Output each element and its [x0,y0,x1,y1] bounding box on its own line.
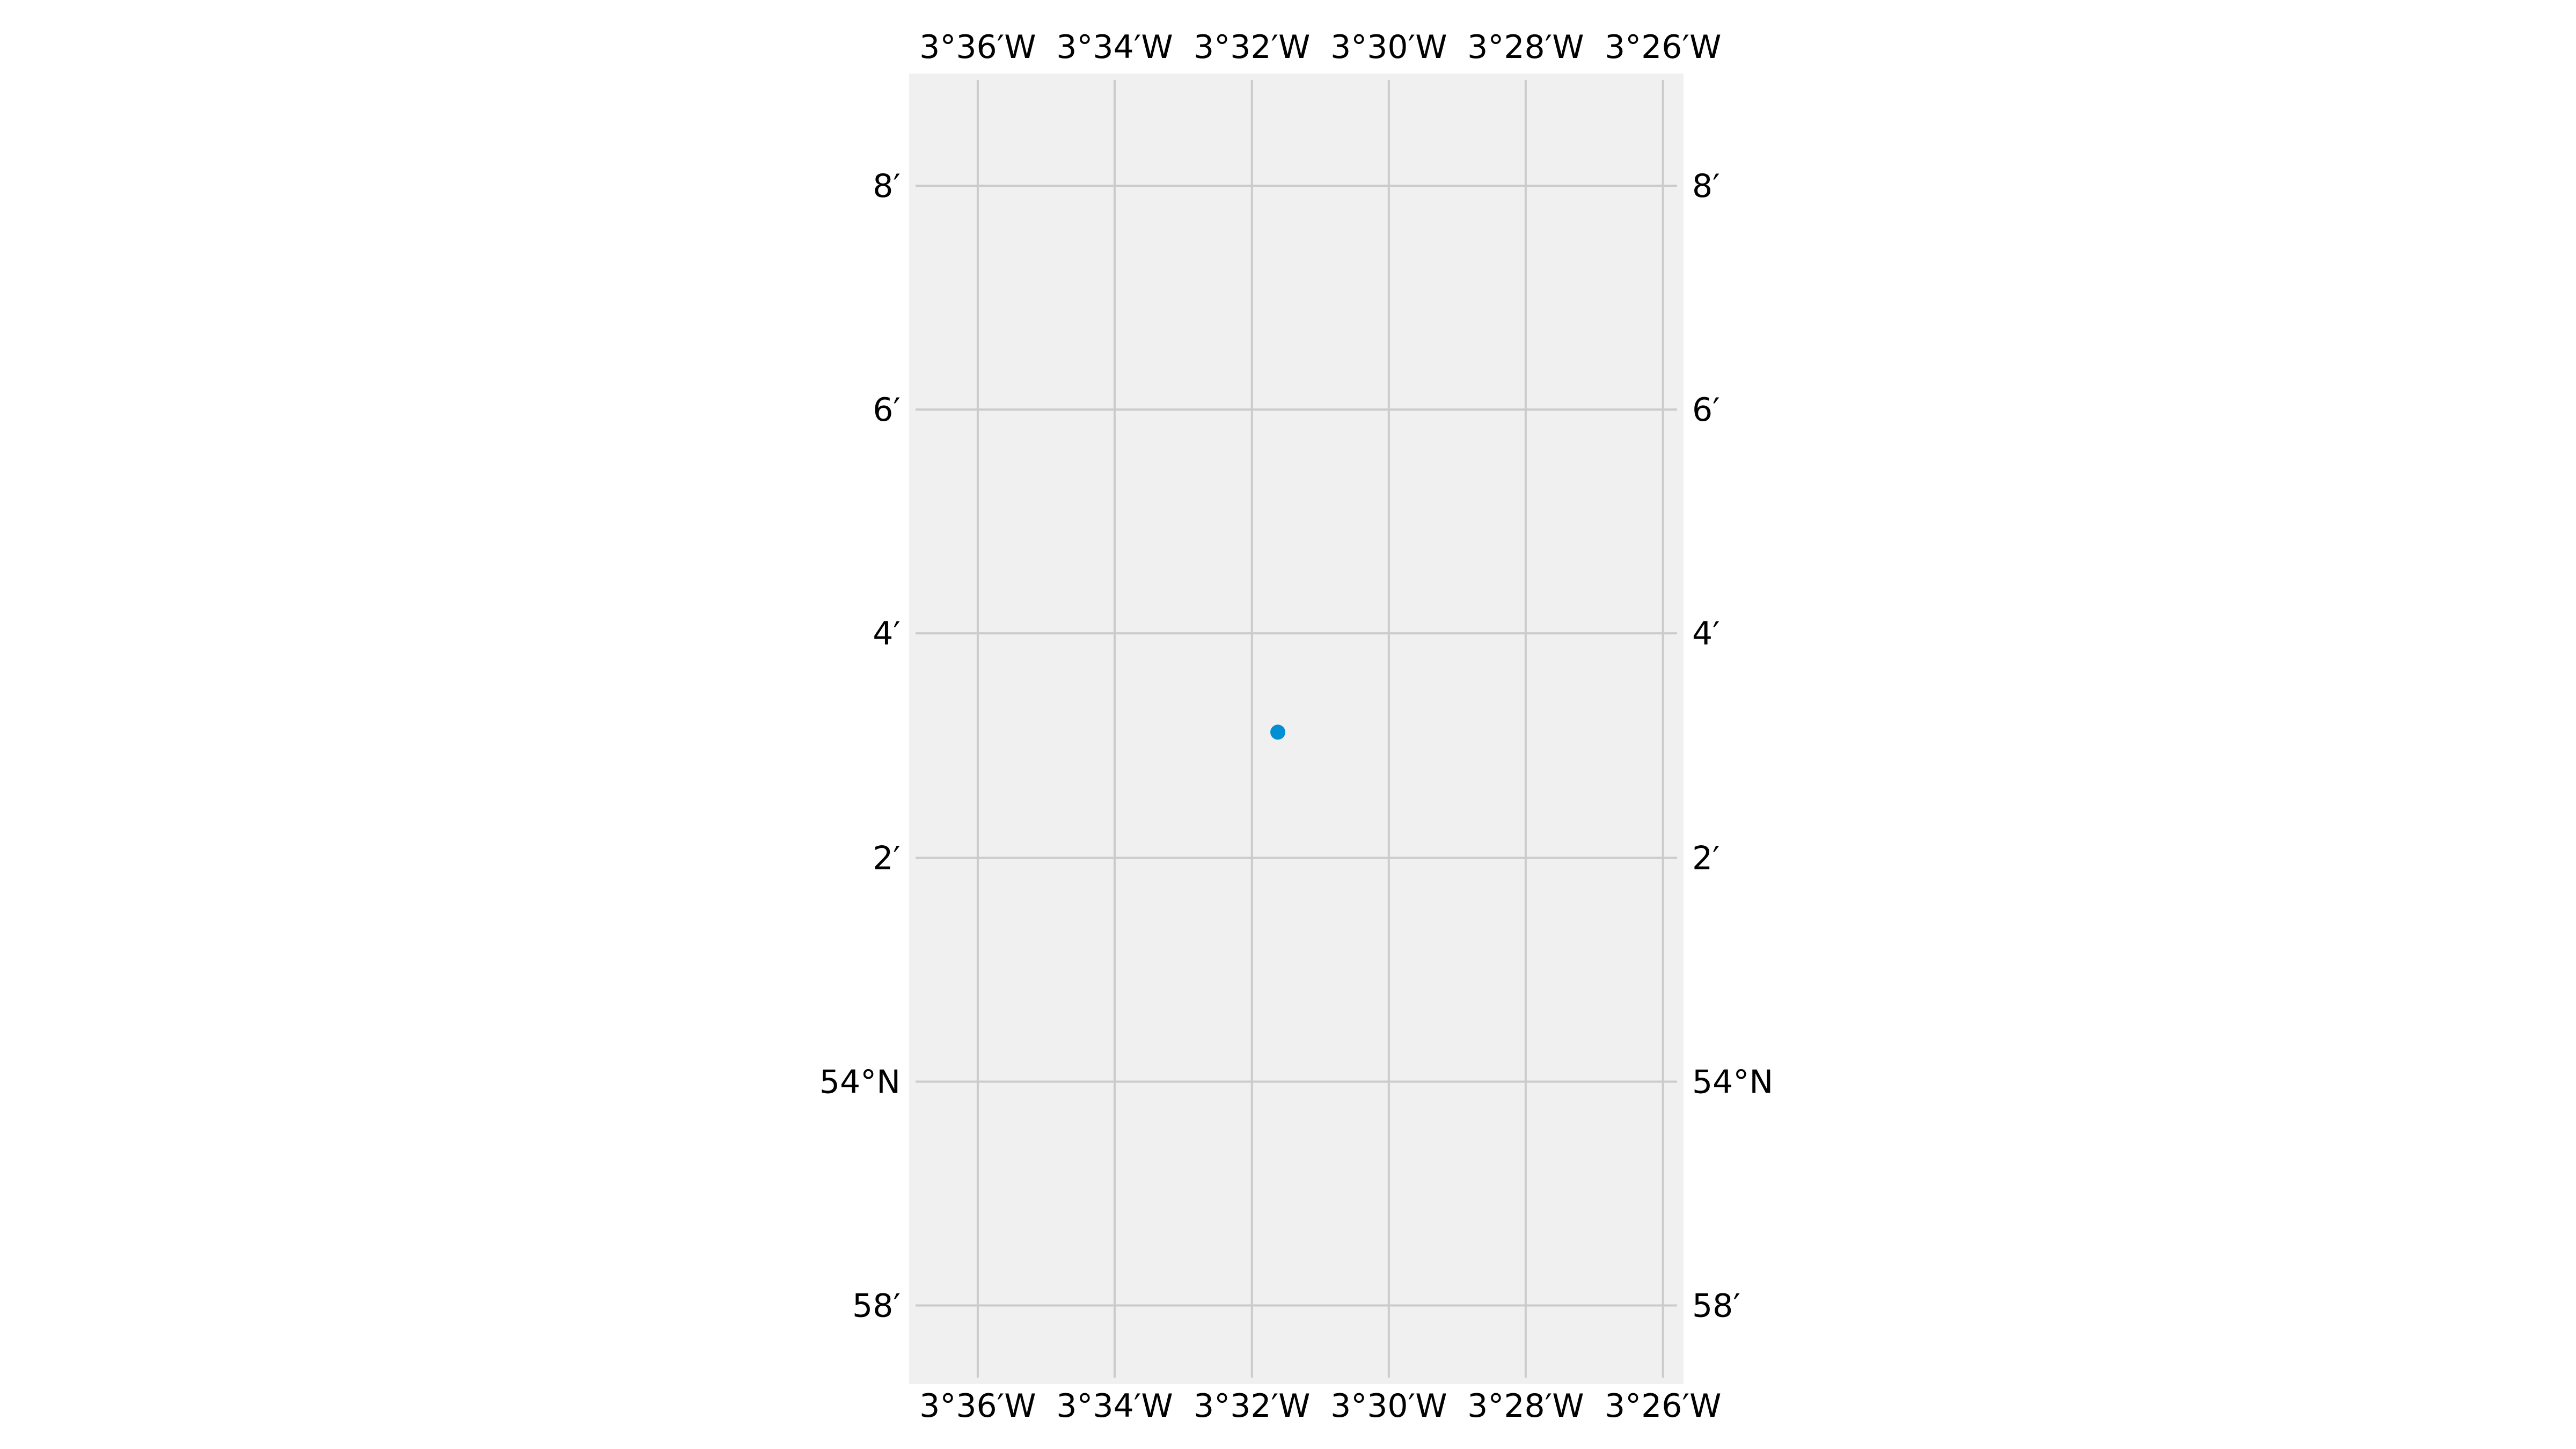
longitude-tick-label-top: 3°32′W [1194,28,1310,66]
longitude-labels-bottom: 3°36′W 3°34′W 3°32′W 3°30′W 3°28′W 3°26′W [919,1387,1721,1425]
longitude-tick-label-bottom: 3°26′W [1605,1387,1721,1425]
data-points [1270,724,1286,740]
longitude-tick-label-top: 3°26′W [1605,28,1721,66]
longitude-tick-label-top: 3°34′W [1056,28,1173,66]
latitude-tick-label-right: 2′ [1692,839,1720,877]
longitude-tick-label-bottom: 3°28′W [1467,1387,1584,1425]
data-point [1270,724,1286,740]
latitude-labels-right: 58′ 54°N 2′ 4′ 6′ 8′ [1692,167,1773,1324]
latitude-tick-label-left: 58′ [852,1287,901,1324]
gridlines [916,80,1677,1378]
latitude-labels-left: 58′ 54°N 2′ 4′ 6′ 8′ [819,167,901,1324]
latitude-tick-label-left: 8′ [873,167,901,205]
latitude-tick-label-right: 8′ [1692,167,1720,205]
latitude-tick-label-left: 2′ [873,839,901,877]
longitude-tick-label-bottom: 3°36′W [919,1387,1036,1425]
latitude-tick-label-right: 54°N [1692,1063,1773,1101]
longitude-tick-label-top: 3°28′W [1467,28,1584,66]
latitude-tick-label-left: 54°N [819,1063,901,1101]
longitude-labels-top: 3°36′W 3°34′W 3°32′W 3°30′W 3°28′W 3°26′W [919,28,1721,66]
latitude-tick-label-right: 6′ [1692,391,1720,429]
longitude-tick-label-bottom: 3°30′W [1330,1387,1447,1425]
latitude-tick-label-right: 58′ [1692,1287,1740,1324]
map-panel [909,74,1684,1384]
latitude-tick-label-right: 4′ [1692,615,1720,653]
longitude-tick-label-top: 3°30′W [1330,28,1447,66]
longitude-tick-label-top: 3°36′W [919,28,1036,66]
latitude-tick-label-left: 6′ [873,391,901,429]
longitude-tick-label-bottom: 3°32′W [1194,1387,1310,1425]
latitude-tick-label-left: 4′ [873,615,901,653]
longitude-tick-label-bottom: 3°34′W [1056,1387,1173,1425]
